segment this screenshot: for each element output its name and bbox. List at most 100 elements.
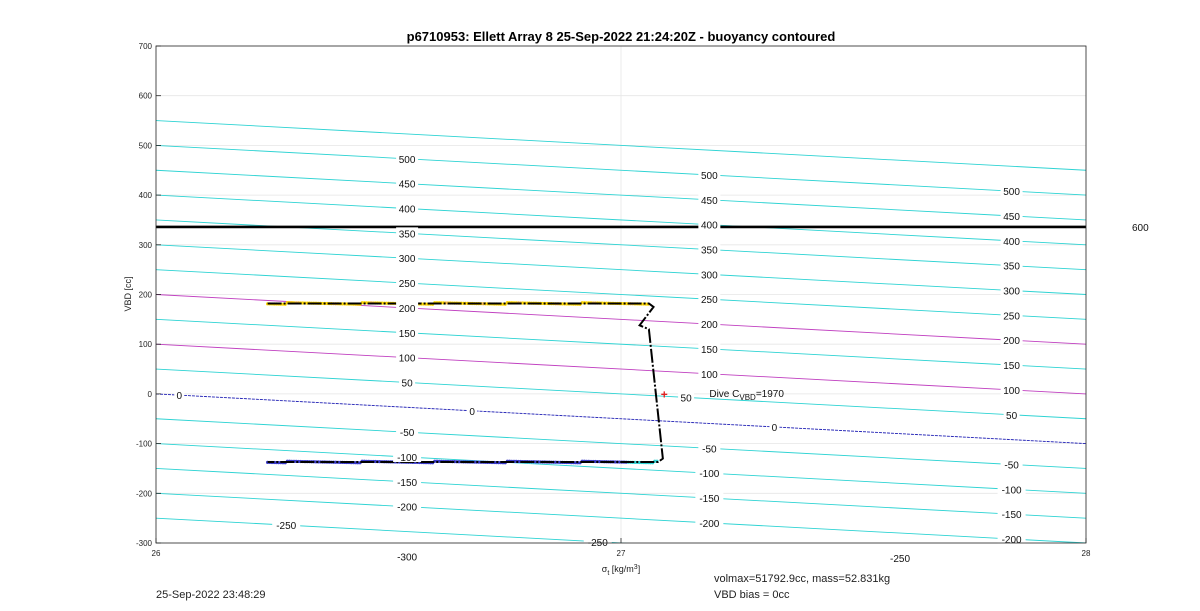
contour-label: 150 <box>399 329 416 340</box>
contour-line <box>156 418 1086 469</box>
contour-label: 400 <box>1003 237 1020 248</box>
contour-label: 50 <box>402 378 414 389</box>
contour-label-bg <box>698 268 721 280</box>
x-axis-label: σt [kg/m3] <box>602 564 640 577</box>
contour-line <box>156 269 1086 320</box>
contour-line <box>156 219 1086 271</box>
contour-label-bg <box>396 426 419 438</box>
contour-label: 100 <box>701 370 718 381</box>
contour-line <box>156 368 1086 420</box>
contour-label-bg <box>396 227 419 239</box>
contour-label: -100 <box>1002 485 1022 496</box>
contour-label-bg <box>396 351 419 363</box>
contour-line <box>156 244 1086 295</box>
contour-lines <box>156 120 1086 543</box>
contour-label-bg <box>272 519 301 531</box>
contour-label: -50 <box>400 428 415 439</box>
contour-label-bg <box>1000 185 1023 197</box>
contour-label: 100 <box>399 354 416 365</box>
timestamp: 25-Sep-2022 23:48:29 <box>156 589 266 601</box>
contour-label-bg <box>396 326 419 338</box>
contour-line <box>156 443 1086 494</box>
contour-line <box>156 517 630 543</box>
contour-label-bg <box>698 168 721 180</box>
contour-label-bg <box>396 152 419 164</box>
contour-label: 450 <box>399 180 416 191</box>
contour-label-bg <box>396 202 419 214</box>
contour-label: 450 <box>701 196 718 207</box>
x-tick-label: 27 <box>617 549 626 558</box>
contour-label: 250 <box>701 295 718 306</box>
contour-label: -300 <box>397 552 417 563</box>
contour-label: 150 <box>701 345 718 356</box>
contour-label-bg <box>1003 408 1020 420</box>
contour-label: 200 <box>701 320 718 331</box>
contour-label: -200 <box>1002 535 1022 546</box>
y-tick-label: 400 <box>139 191 153 200</box>
contour-label: -150 <box>1002 510 1022 521</box>
contour-label: 250 <box>1003 311 1020 322</box>
contour-label-bg <box>396 277 419 289</box>
contour-label: -200 <box>397 503 417 514</box>
contour-label: 50 <box>1006 411 1018 422</box>
contour-label: -250 <box>276 521 296 532</box>
y-tick-label: 200 <box>139 291 153 300</box>
contour-line <box>156 492 1086 543</box>
vbd-limit-label: 600 <box>1132 223 1149 234</box>
vbd-bias-text: VBD bias = 0cc <box>714 589 790 601</box>
dive-cvbd-annotation: Dive CVBD=1970 <box>709 389 784 402</box>
contour-label-bg <box>1000 284 1023 296</box>
y-tick-label: -300 <box>136 539 153 548</box>
contour-label-bg <box>1000 458 1023 470</box>
contour-label-bg <box>174 389 185 401</box>
contour-label-bg <box>393 475 422 487</box>
contour-label: -100 <box>397 453 417 464</box>
contour-label-bg <box>695 467 724 479</box>
x-tick-label: 26 <box>152 549 161 558</box>
contour-label-bg <box>399 376 416 388</box>
contour-label-bg <box>695 492 724 504</box>
contour-label: 200 <box>399 304 416 315</box>
contour-label: -150 <box>397 478 417 489</box>
contour-label: 500 <box>399 155 416 166</box>
contour-label-bg <box>769 420 780 432</box>
y-tick-label: 600 <box>139 92 153 101</box>
contour-line <box>156 144 1086 196</box>
contour-label: -50 <box>1004 460 1019 471</box>
y-tick-label: 0 <box>148 390 153 399</box>
contour-label-bg <box>997 483 1026 495</box>
contour-label: 400 <box>399 205 416 216</box>
contour-label: 0 <box>176 391 182 402</box>
contour-label-bg <box>997 533 1026 545</box>
contour-label-bg <box>1000 359 1023 371</box>
volmax-mass-text: volmax=51792.9cc, mass=52.831kg <box>714 573 891 585</box>
contour-label: 200 <box>1003 336 1020 347</box>
contour-label: 50 <box>681 393 693 404</box>
contour-label-bg <box>695 516 724 528</box>
contour-label-bg <box>698 367 721 379</box>
y-tick-label: -200 <box>136 489 153 498</box>
contour-label: 500 <box>1003 187 1020 198</box>
contour-label-bg <box>1000 259 1023 271</box>
chart-title: p6710953: Ellett Array 8 25-Sep-2022 21:… <box>407 29 836 44</box>
contour-label-bg <box>698 318 721 330</box>
contour-label: -50 <box>702 444 717 455</box>
x-tick-label: 28 <box>1082 549 1091 558</box>
contour-label: 0 <box>469 407 475 418</box>
contour-label: 300 <box>399 254 416 265</box>
contour-label: 150 <box>1003 361 1020 372</box>
contour-line <box>156 169 1086 221</box>
contour-label-bg <box>678 391 695 403</box>
contour-line <box>156 393 1086 445</box>
y-tick-label: 500 <box>139 141 153 150</box>
contour-label-bg <box>698 342 721 354</box>
y-axis-label: VBD [cc] <box>123 276 133 311</box>
contour-label-bg <box>396 177 419 189</box>
contour-label-bg <box>698 218 721 230</box>
contour-label: 0 <box>772 423 778 434</box>
y-tick-label: 100 <box>139 340 153 349</box>
contour-line <box>156 318 1086 370</box>
contour-label: 250 <box>399 279 416 290</box>
contour-label-bg <box>393 500 422 512</box>
